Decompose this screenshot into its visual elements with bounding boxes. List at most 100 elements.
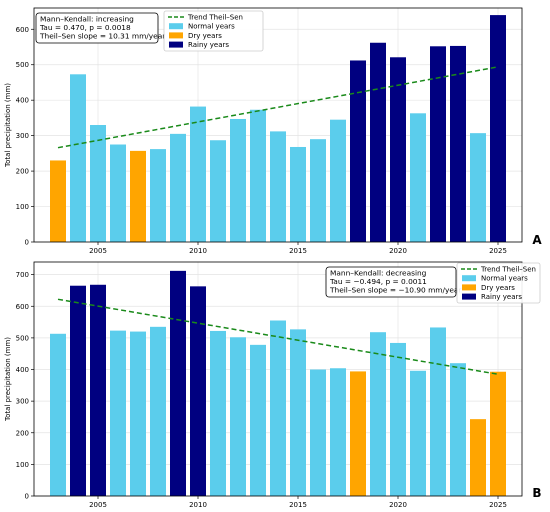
x-tick-label: 2020 — [389, 247, 407, 255]
bar-2022 — [430, 327, 446, 496]
bar-2015 — [290, 146, 306, 242]
y-tick-label: 300 — [16, 398, 29, 406]
x-tick-label: 2005 — [89, 247, 107, 255]
y-tick-label: 700 — [16, 271, 29, 279]
y-tick-label: 100 — [16, 461, 29, 469]
legend-rainy-label: Rainy years — [188, 41, 229, 49]
legend-normal-label: Normal years — [481, 275, 528, 283]
bar-2003 — [50, 333, 66, 496]
legend-rainy-swatch — [462, 293, 476, 300]
bar-2021 — [410, 113, 426, 242]
x-tick-label: 2010 — [189, 501, 207, 509]
y-tick-label: 500 — [16, 334, 29, 342]
bar-2020 — [390, 342, 406, 496]
y-tick-label: 500 — [16, 61, 29, 69]
stats-box-frame — [35, 12, 159, 44]
bar-2010 — [190, 286, 206, 496]
bar-2018 — [350, 60, 366, 242]
bar-2013 — [250, 344, 266, 496]
bar-2015 — [290, 329, 306, 496]
legend-dry-swatch — [462, 284, 476, 291]
bar-2016 — [310, 139, 326, 242]
stats-line: Theil–Sen slope = 10.31 mm/year — [39, 32, 166, 41]
bar-2006 — [110, 144, 126, 242]
bar-2023 — [450, 45, 466, 242]
bar-2008 — [150, 326, 166, 496]
x-tick-label: 2025 — [489, 247, 507, 255]
bar-2009 — [170, 270, 186, 496]
bar-2016 — [310, 369, 326, 496]
trend-line — [57, 298, 499, 375]
stats-line: Tau = −0.494, p = 0.0011 — [329, 277, 427, 286]
bar-2004 — [70, 285, 86, 496]
bar-2013 — [250, 109, 266, 242]
legend-dry-label: Dry years — [188, 32, 222, 40]
bar-2006 — [110, 330, 126, 496]
bar-2017 — [330, 368, 346, 496]
panel-label: B — [532, 486, 541, 500]
axes-frame — [33, 261, 523, 497]
x-tick-label: 2005 — [89, 501, 107, 509]
bar-2007 — [130, 150, 146, 242]
x-tick-label: 2020 — [389, 501, 407, 509]
legend-normal-swatch — [462, 275, 476, 282]
x-tick-label: 2025 — [489, 501, 507, 509]
bar-2012 — [230, 118, 246, 242]
bar-2014 — [270, 131, 286, 242]
legend-trend-label: Trend Theil–Sen — [480, 266, 536, 274]
legend-frame — [456, 262, 541, 304]
panel-label: A — [532, 233, 542, 247]
y-tick-label: 0 — [25, 493, 29, 501]
stats-line: Theil–Sen slope = −10.90 mm/year — [329, 286, 462, 295]
stats-line: Mann–Kendall: decreasing — [330, 269, 427, 278]
stats-box-frame — [325, 266, 457, 298]
x-tick-label: 2015 — [289, 501, 307, 509]
legend-trend-label: Trend Theil–Sen — [187, 14, 243, 22]
bar-2005 — [90, 125, 106, 242]
bar-2007 — [130, 331, 146, 496]
bar-2023 — [450, 363, 466, 496]
bar-2025 — [490, 15, 506, 242]
legend-dry-label: Dry years — [481, 284, 515, 292]
bar-2011 — [210, 330, 226, 496]
legend-normal-label: Normal years — [188, 23, 235, 31]
stats-line: Mann–Kendall: increasing — [40, 15, 134, 24]
y-tick-label: 600 — [16, 26, 29, 34]
x-tick-label: 2010 — [189, 247, 207, 255]
bar-2011 — [210, 140, 226, 242]
legend-normal-swatch — [169, 23, 183, 30]
bar-2005 — [90, 284, 106, 496]
y-tick-label: 400 — [16, 366, 29, 374]
bar-2012 — [230, 337, 246, 496]
legend-frame — [163, 10, 264, 52]
bar-2024 — [470, 133, 486, 242]
axes-frame — [33, 7, 523, 243]
y-tick-label: 100 — [16, 203, 29, 211]
bar-2024 — [470, 419, 486, 496]
bar-2019 — [370, 332, 386, 496]
bar-2025 — [490, 371, 506, 496]
y-tick-label: 200 — [16, 168, 29, 176]
bar-2018 — [350, 371, 366, 496]
legend-rainy-label: Rainy years — [481, 293, 522, 301]
bar-2010 — [190, 106, 206, 243]
bar-2021 — [410, 370, 426, 496]
bar-2008 — [150, 149, 166, 242]
y-tick-label: 0 — [25, 239, 29, 247]
x-tick-label: 2015 — [289, 247, 307, 255]
bar-2014 — [270, 320, 286, 496]
legend-rainy-swatch — [169, 41, 183, 48]
chart-panel-a: 0 100 200 300 400 500 600 2005 2010 2015 2020 2025 T… — [4, 7, 542, 255]
bar-2019 — [370, 42, 386, 242]
trend-line — [57, 66, 499, 149]
legend-dry-swatch — [169, 32, 183, 39]
bar-2004 — [70, 74, 86, 242]
bar-2017 — [330, 119, 346, 242]
bar-2022 — [430, 46, 446, 242]
stats-line: Tau = 0.470, p = 0.0018 — [39, 23, 131, 32]
y-axis-label: Total precipitation (mm) — [4, 337, 12, 422]
